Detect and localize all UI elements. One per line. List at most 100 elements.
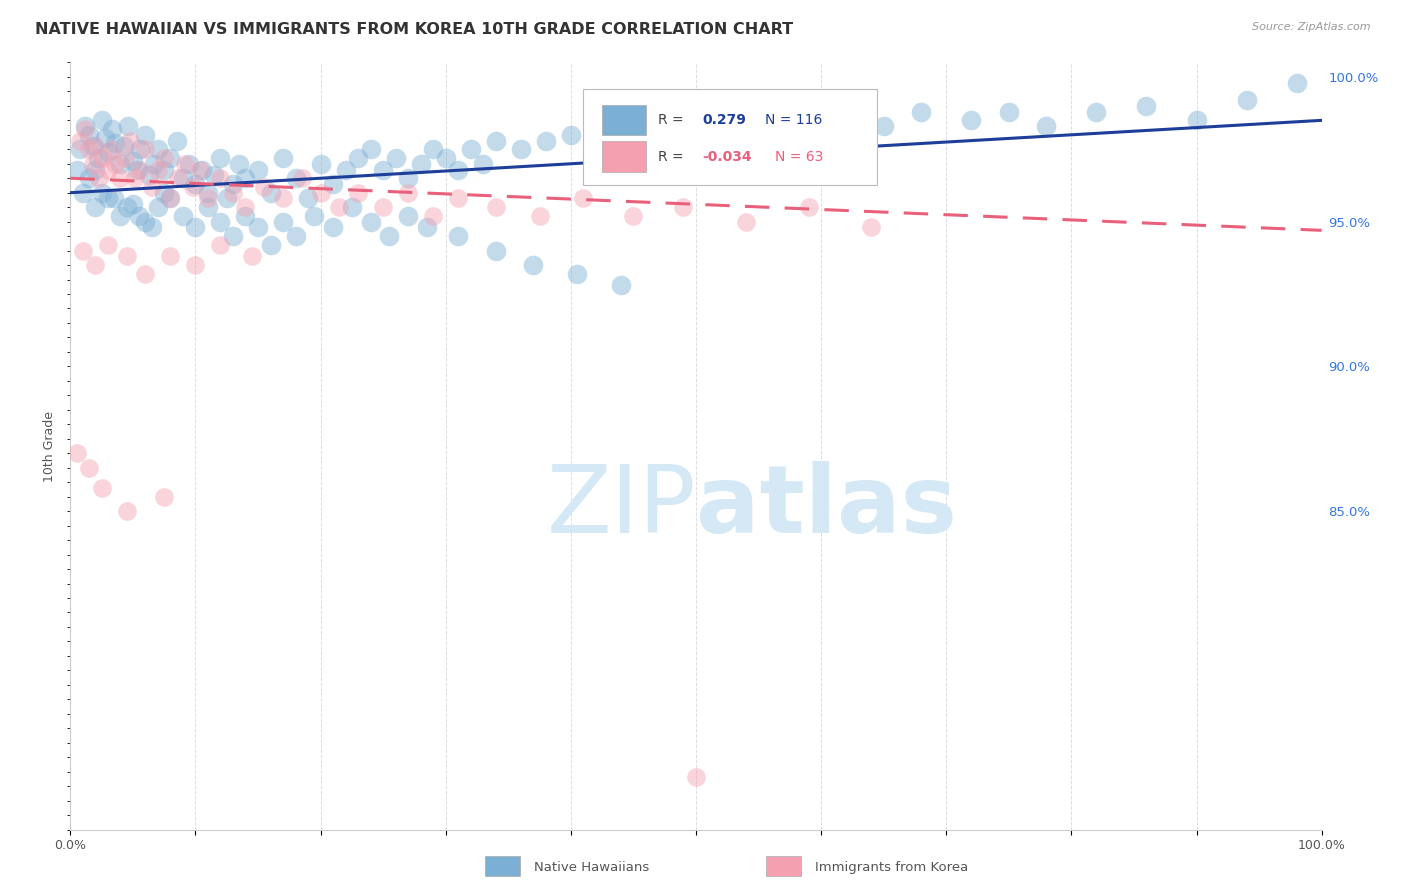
Point (115, 504, 138, 518)
Point (134, 214, 156, 228)
Point (121, 153, 145, 168)
Point (197, 186, 219, 200)
Point (97, 237, 120, 252)
Point (572, 192, 595, 206)
Point (522, 258, 544, 272)
Point (447, 192, 470, 206)
Point (146, 142, 169, 156)
Text: Source: ZipAtlas.com: Source: ZipAtlas.com (1253, 22, 1371, 32)
Point (240, 249, 263, 263)
Point (371, 200, 394, 214)
Point (291, 171, 314, 186)
Point (84, 258, 107, 272)
Point (90, 481, 112, 495)
Point (860, 220, 883, 235)
Point (253, 180, 276, 194)
Point (65, 162, 87, 177)
Point (434, 151, 457, 165)
Point (235, 171, 257, 186)
Point (340, 200, 363, 214)
Point (396, 186, 419, 200)
Point (141, 180, 163, 194)
Point (77, 171, 100, 186)
Point (65, 446, 87, 460)
Point (384, 151, 406, 165)
Point (271, 192, 294, 206)
Point (87, 171, 110, 186)
Point (112, 139, 135, 153)
Point (378, 229, 401, 244)
Point (422, 209, 444, 223)
Point (360, 214, 382, 228)
Point (143, 157, 166, 171)
FancyBboxPatch shape (602, 142, 645, 172)
Text: N = 116: N = 116 (765, 113, 823, 127)
Text: R =: R = (658, 113, 685, 127)
Point (159, 192, 181, 206)
Point (184, 258, 207, 272)
Point (335, 162, 357, 177)
Point (610, 122, 633, 136)
Point (179, 157, 201, 171)
Text: Immigrants from Korea: Immigrants from Korea (815, 861, 969, 873)
Point (222, 229, 245, 244)
Point (322, 177, 344, 191)
Point (672, 200, 695, 214)
Point (77, 460, 100, 475)
Point (209, 237, 232, 252)
Point (485, 134, 508, 148)
Point (146, 200, 169, 214)
Point (585, 142, 607, 156)
Point (134, 267, 156, 281)
Point (87, 151, 110, 165)
Point (110, 157, 132, 171)
Point (472, 157, 495, 171)
Point (69, 134, 91, 148)
Point (84, 139, 107, 153)
Point (153, 151, 176, 165)
Point (190, 162, 212, 177)
Point (72, 244, 94, 258)
Point (447, 162, 470, 177)
Point (134, 128, 156, 142)
Point (997, 104, 1019, 119)
Point (117, 119, 139, 133)
Point (416, 220, 439, 235)
Point (685, 119, 707, 133)
Point (125, 162, 148, 177)
Point (534, 134, 557, 148)
Point (110, 209, 132, 223)
Point (75, 119, 97, 133)
Point (167, 171, 190, 186)
Point (309, 157, 332, 171)
Point (610, 278, 633, 293)
Point (69, 142, 91, 156)
Point (134, 142, 156, 156)
Point (960, 113, 983, 128)
Point (271, 151, 294, 165)
Point (100, 122, 122, 136)
Point (460, 142, 482, 156)
Point (328, 200, 350, 214)
Point (347, 151, 370, 165)
Point (153, 162, 176, 177)
Text: 0.279: 0.279 (702, 113, 747, 127)
Point (509, 142, 531, 156)
Point (115, 249, 138, 263)
Point (1035, 119, 1057, 133)
Point (82, 139, 104, 153)
Point (104, 157, 127, 171)
Point (202, 169, 225, 183)
Point (659, 128, 682, 142)
Point (197, 200, 219, 214)
FancyBboxPatch shape (602, 104, 645, 136)
Point (121, 197, 145, 211)
Point (1135, 99, 1157, 113)
Point (235, 209, 257, 223)
Point (409, 157, 432, 171)
Point (91, 151, 114, 165)
Point (153, 186, 176, 200)
Point (322, 220, 344, 235)
Point (77, 142, 100, 156)
Point (94, 130, 117, 145)
